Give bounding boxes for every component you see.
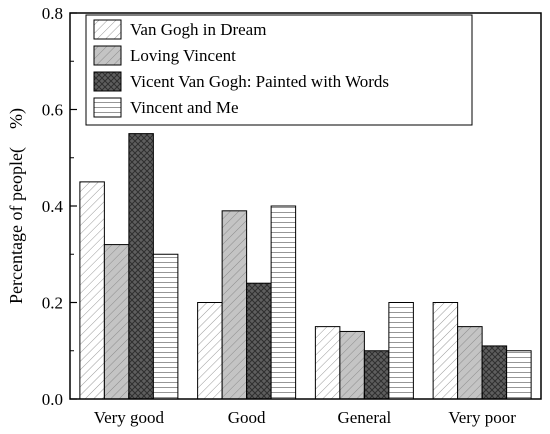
legend-label: Van Gogh in Dream: [130, 20, 266, 39]
legend-swatch: [93, 97, 122, 118]
y-tick-label: 0.8: [42, 4, 63, 23]
y-axis-title: Percentage of people( %): [6, 108, 27, 304]
legend-box: [85, 14, 473, 126]
legend-swatch: [93, 19, 122, 40]
x-tick-label: General: [337, 408, 391, 427]
legend-label: Vicent Van Gogh: Painted with Words: [130, 72, 389, 91]
bar-3-general: [363, 350, 390, 400]
y-tick-label: 0.6: [42, 101, 63, 120]
legend-label: Vincent and Me: [130, 98, 239, 117]
x-axis: Very good Good General Very poor: [94, 393, 516, 427]
bar-4-very-good: [152, 253, 179, 400]
x-tick-label: Very good: [94, 408, 165, 427]
bar-3-very-poor: [481, 345, 508, 400]
legend-label: Loving Vincent: [130, 46, 236, 65]
y-tick-label: 0.4: [42, 197, 64, 216]
legend: Van Gogh in Dream Loving Vincent Vicent Va…: [85, 14, 473, 126]
x-tick-label: Good: [228, 408, 266, 427]
bar-4-good: [270, 205, 297, 400]
y-axis: 0.0 0.2 0.4 0.6 0.8: [42, 4, 77, 409]
bar-3-very-good: [128, 133, 154, 400]
legend-swatch: [93, 45, 122, 66]
bar-2-very-good: [103, 244, 130, 400]
bars-group: [79, 133, 532, 400]
y-tick-label: 0.2: [42, 294, 63, 313]
bar-4-very-poor: [506, 350, 532, 400]
bar-2-very-poor: [457, 326, 483, 400]
y-tick-label: 0.0: [42, 390, 63, 409]
bar-1-general: [314, 326, 341, 400]
bar-1-very-poor: [432, 302, 459, 400]
bar-1-very-good: [79, 181, 105, 400]
bar-3-good: [246, 282, 272, 400]
bar-2-general: [339, 330, 365, 400]
bar-4-general: [388, 302, 414, 400]
bar-2-good: [221, 210, 248, 400]
bar-1-good: [197, 302, 223, 400]
x-tick-label: Very poor: [448, 408, 516, 427]
legend-swatch: [93, 71, 122, 92]
